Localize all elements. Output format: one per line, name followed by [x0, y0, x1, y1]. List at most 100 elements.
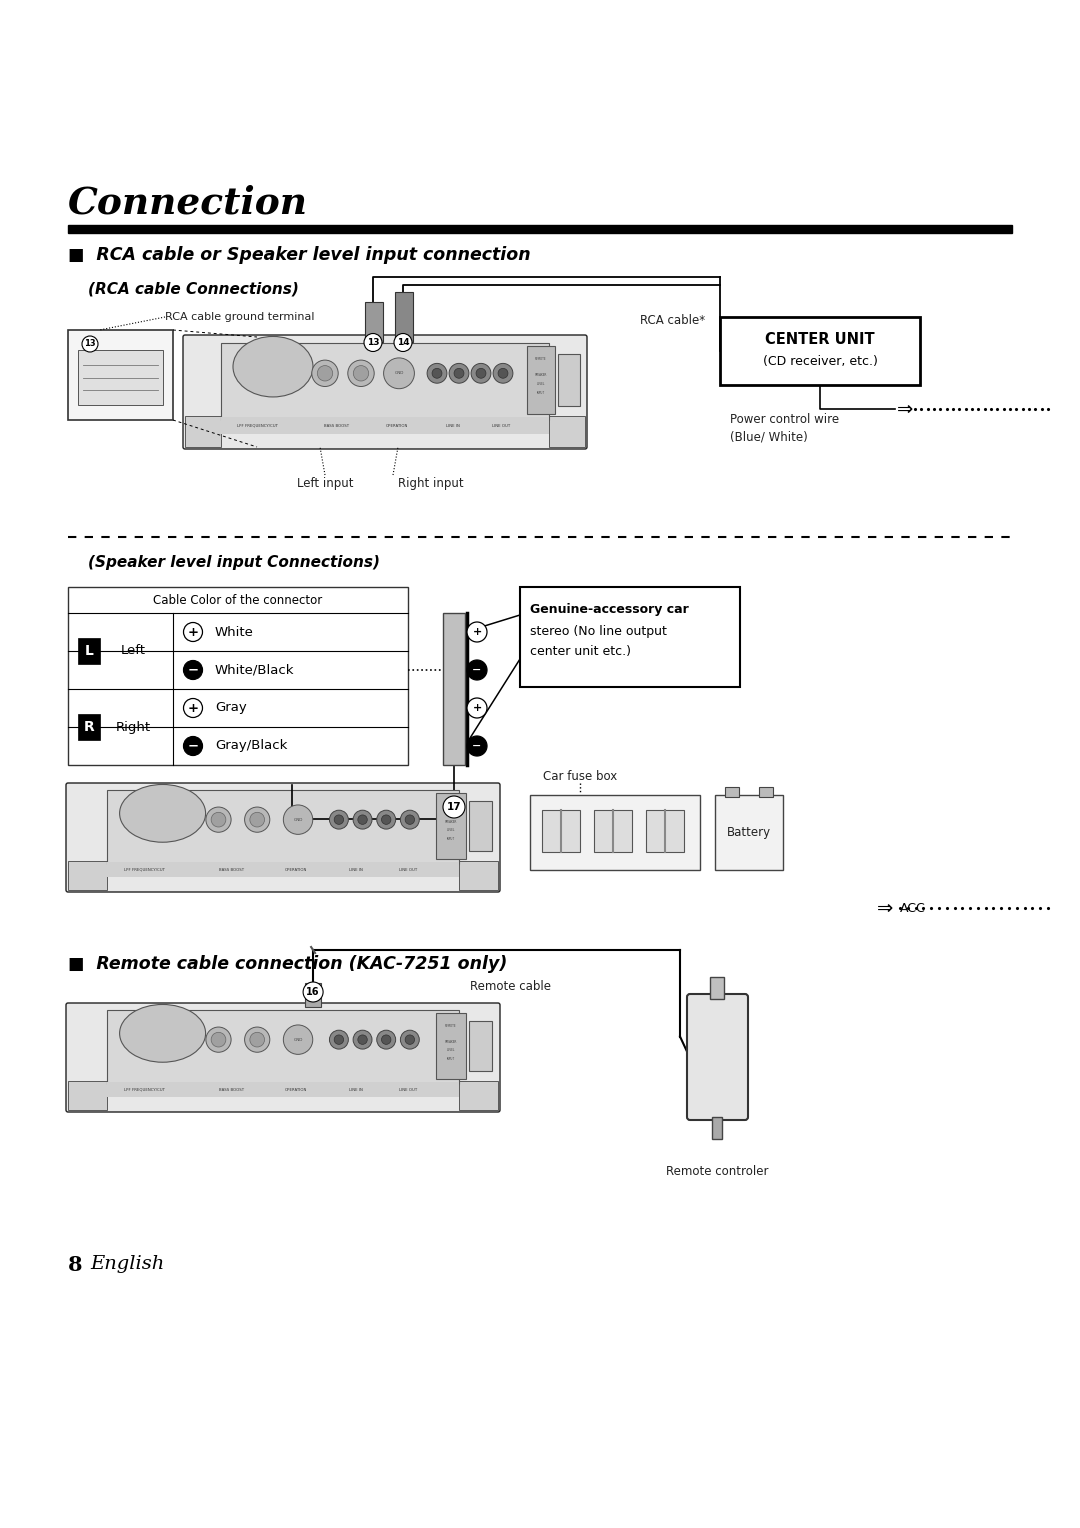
Circle shape	[377, 810, 395, 830]
Circle shape	[394, 333, 411, 351]
Text: LEVEL: LEVEL	[446, 828, 455, 833]
Bar	[712, 1117, 723, 1138]
Text: REMOTE: REMOTE	[445, 804, 457, 808]
Text: +: +	[188, 625, 199, 639]
Text: OPERATION: OPERATION	[386, 423, 408, 428]
Bar	[459, 1080, 498, 1109]
Text: ■  Remote cable connection (KAC-7251 only): ■ Remote cable connection (KAC-7251 only…	[68, 955, 508, 973]
Bar	[720, 316, 920, 385]
Text: INPUT: INPUT	[447, 836, 455, 840]
Circle shape	[377, 1030, 395, 1050]
Text: Genuine-accessory car: Genuine-accessory car	[530, 602, 689, 616]
Bar	[68, 1080, 107, 1109]
Text: Left input: Left input	[297, 477, 353, 490]
Circle shape	[184, 622, 203, 642]
Bar	[594, 810, 632, 853]
Text: R: R	[83, 720, 94, 733]
Bar	[715, 795, 783, 869]
Bar	[78, 350, 163, 405]
Circle shape	[383, 358, 415, 388]
Text: RCA cable ground terminal: RCA cable ground terminal	[165, 312, 314, 322]
Circle shape	[206, 807, 231, 833]
Circle shape	[498, 368, 508, 379]
Text: White: White	[215, 625, 254, 639]
Circle shape	[244, 807, 270, 833]
Ellipse shape	[120, 1004, 205, 1062]
Bar	[107, 1082, 459, 1097]
Circle shape	[432, 368, 442, 379]
Circle shape	[454, 368, 464, 379]
Text: BASS BOOST: BASS BOOST	[219, 1088, 244, 1091]
Text: +: +	[188, 701, 199, 715]
Text: INPUT: INPUT	[537, 391, 545, 396]
Text: LINE IN: LINE IN	[349, 868, 363, 871]
Text: SPEAKER: SPEAKER	[535, 373, 548, 377]
Circle shape	[348, 361, 374, 387]
Text: −: −	[472, 741, 482, 750]
Text: Remote controler: Remote controler	[666, 1164, 769, 1178]
Text: Battery: Battery	[727, 827, 771, 839]
Circle shape	[401, 810, 419, 830]
Bar	[185, 416, 221, 448]
Circle shape	[381, 814, 391, 825]
Text: LEVEL: LEVEL	[537, 382, 545, 387]
Text: ■  RCA cable or Speaker level input connection: ■ RCA cable or Speaker level input conne…	[68, 246, 530, 264]
Circle shape	[184, 736, 203, 755]
Bar	[710, 976, 724, 999]
Circle shape	[467, 622, 487, 642]
Bar	[469, 801, 492, 851]
Text: (Blue/ White): (Blue/ White)	[730, 429, 808, 443]
Text: ACC: ACC	[900, 902, 926, 914]
Bar	[435, 793, 465, 859]
Text: GND: GND	[294, 817, 302, 822]
Text: LPF FREQUENCY/CUT: LPF FREQUENCY/CUT	[237, 423, 278, 428]
Text: +: +	[472, 626, 482, 637]
Circle shape	[329, 810, 349, 830]
Text: Right input: Right input	[399, 477, 463, 490]
Circle shape	[449, 364, 469, 384]
Circle shape	[427, 364, 447, 384]
Circle shape	[312, 361, 338, 387]
Text: ⇒: ⇒	[877, 898, 893, 917]
Text: LPF FREQUENCY/CUT: LPF FREQUENCY/CUT	[124, 1088, 165, 1091]
Circle shape	[249, 1033, 265, 1047]
Text: ⇒: ⇒	[897, 399, 914, 419]
Circle shape	[357, 814, 367, 825]
Bar	[527, 345, 555, 414]
Text: English: English	[90, 1254, 164, 1273]
FancyBboxPatch shape	[66, 1002, 500, 1112]
Circle shape	[443, 796, 465, 817]
Circle shape	[364, 333, 382, 351]
Circle shape	[283, 805, 313, 834]
Bar	[221, 417, 549, 434]
Text: Gray: Gray	[215, 701, 246, 715]
Circle shape	[318, 365, 333, 380]
Circle shape	[334, 814, 343, 825]
Circle shape	[401, 1030, 419, 1050]
Bar	[443, 613, 465, 766]
Bar	[78, 714, 100, 740]
Circle shape	[467, 698, 487, 718]
Text: L: L	[84, 643, 94, 659]
Text: Power control wire: Power control wire	[730, 413, 839, 426]
Circle shape	[494, 364, 513, 384]
Circle shape	[467, 660, 487, 680]
Bar	[395, 292, 413, 342]
Text: LINE IN: LINE IN	[349, 1088, 363, 1091]
Text: −: −	[188, 663, 199, 677]
Text: White/Black: White/Black	[215, 663, 295, 677]
FancyBboxPatch shape	[183, 335, 588, 449]
Text: REMOTE: REMOTE	[536, 358, 546, 361]
Circle shape	[82, 336, 98, 351]
Circle shape	[353, 1030, 372, 1050]
Circle shape	[353, 365, 368, 380]
Text: (CD receiver, etc.): (CD receiver, etc.)	[762, 356, 877, 368]
Text: INPUT: INPUT	[447, 1056, 455, 1060]
Bar	[68, 330, 173, 420]
Circle shape	[471, 364, 491, 384]
Bar	[549, 416, 585, 448]
Bar	[107, 790, 459, 863]
Text: 17: 17	[447, 802, 461, 811]
Text: LINE OUT: LINE OUT	[399, 1088, 417, 1091]
Bar	[542, 810, 580, 853]
